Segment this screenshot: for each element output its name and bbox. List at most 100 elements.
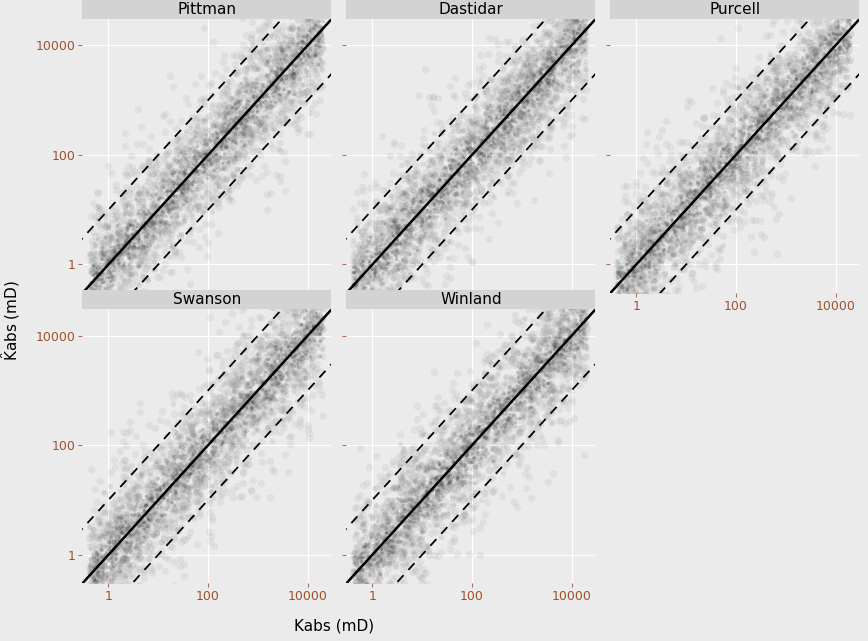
Point xyxy=(286,380,300,390)
Point xyxy=(139,209,153,219)
Point xyxy=(456,187,470,197)
Point xyxy=(229,379,243,389)
Point xyxy=(219,137,233,147)
Point xyxy=(469,145,483,155)
Point xyxy=(567,326,581,336)
Point xyxy=(479,448,493,458)
Point xyxy=(525,99,539,109)
Point xyxy=(200,407,214,417)
Point xyxy=(441,188,455,198)
Point xyxy=(306,308,319,318)
Point xyxy=(182,169,196,179)
Point xyxy=(643,229,657,240)
Point xyxy=(385,285,399,295)
Point xyxy=(771,92,785,103)
Point xyxy=(562,367,576,377)
Point xyxy=(548,343,562,353)
Point xyxy=(476,417,490,427)
Point xyxy=(417,221,431,231)
Point xyxy=(221,457,235,467)
Point xyxy=(93,281,107,292)
Point xyxy=(631,271,645,281)
Point xyxy=(429,195,443,205)
Point xyxy=(126,215,140,226)
Point xyxy=(565,26,579,36)
Point xyxy=(514,372,528,382)
Point xyxy=(368,574,382,585)
Point xyxy=(501,412,515,422)
Point xyxy=(232,403,246,413)
Point xyxy=(482,151,496,162)
Point xyxy=(145,231,159,241)
Point xyxy=(109,247,123,257)
Point xyxy=(154,482,168,492)
Point xyxy=(194,432,208,442)
Point xyxy=(152,194,166,204)
Point xyxy=(521,126,535,136)
Point xyxy=(174,151,187,161)
Point xyxy=(347,298,361,308)
Point xyxy=(415,206,429,217)
Point xyxy=(516,386,529,396)
Point xyxy=(569,358,583,368)
Point xyxy=(482,74,496,85)
Point xyxy=(141,236,155,246)
Point xyxy=(209,415,223,425)
Point xyxy=(772,134,786,144)
Point xyxy=(185,461,199,471)
Point xyxy=(279,390,293,400)
Point xyxy=(807,20,821,30)
Point xyxy=(220,445,233,456)
Point xyxy=(384,546,398,556)
Point xyxy=(227,68,241,78)
Point xyxy=(652,254,666,265)
Point xyxy=(268,364,282,374)
Point xyxy=(83,283,97,293)
Point xyxy=(651,315,665,325)
Point xyxy=(224,401,238,411)
Point xyxy=(290,347,304,357)
Point xyxy=(431,404,445,415)
Point xyxy=(136,517,150,527)
Point xyxy=(273,365,287,376)
Point xyxy=(481,451,495,462)
Point xyxy=(99,339,113,349)
Point xyxy=(144,483,158,493)
Point xyxy=(773,102,786,112)
Point xyxy=(106,506,120,516)
Point xyxy=(522,331,536,341)
Point xyxy=(134,219,148,229)
Point xyxy=(431,183,444,193)
Point xyxy=(524,99,538,110)
Point xyxy=(356,256,370,267)
Point xyxy=(480,447,494,458)
Point xyxy=(702,153,716,163)
Point xyxy=(411,501,424,511)
Point xyxy=(95,254,108,265)
Point xyxy=(168,156,182,167)
Point xyxy=(742,130,756,140)
Point xyxy=(641,243,654,253)
Point xyxy=(244,354,258,365)
Point xyxy=(315,314,329,324)
Point xyxy=(543,339,557,349)
Point xyxy=(529,86,543,96)
Point xyxy=(708,161,722,171)
Point xyxy=(196,146,210,156)
Point xyxy=(406,196,420,206)
Point xyxy=(415,547,429,557)
Point xyxy=(115,569,128,579)
Point xyxy=(193,477,207,487)
Point xyxy=(488,463,502,474)
Point xyxy=(195,444,209,454)
Point xyxy=(88,303,102,313)
Point xyxy=(573,52,587,62)
Point xyxy=(444,183,457,193)
Point xyxy=(383,203,397,213)
Point xyxy=(724,106,738,116)
Point xyxy=(431,152,444,162)
Point xyxy=(100,240,114,250)
Point xyxy=(711,222,725,232)
Point xyxy=(402,464,416,474)
Point xyxy=(287,88,301,98)
